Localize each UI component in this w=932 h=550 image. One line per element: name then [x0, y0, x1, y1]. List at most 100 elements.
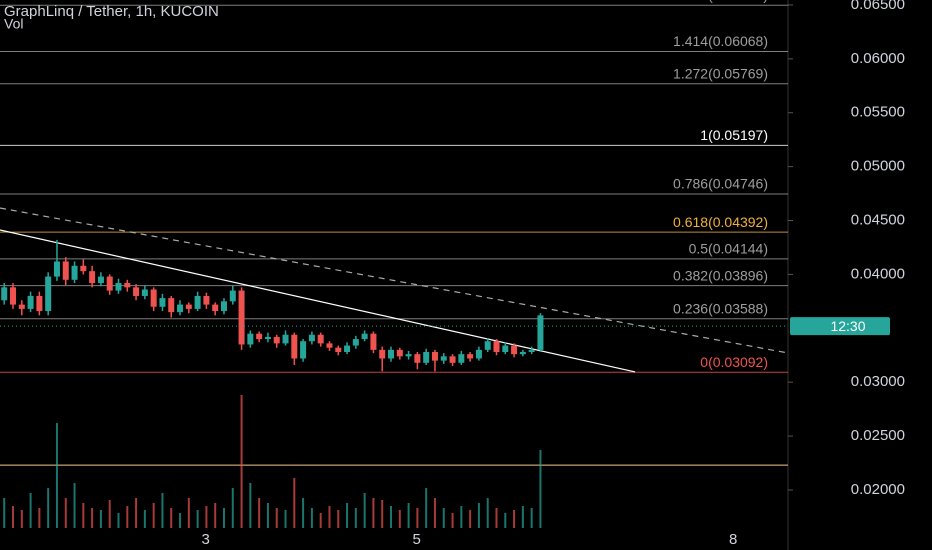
volume-bar: [3, 498, 6, 528]
y-tick-label: 0.02500: [851, 427, 905, 444]
candle-body: [449, 356, 456, 363]
candle-body: [326, 343, 333, 348]
candle-body: [18, 304, 25, 309]
candle-body: [89, 271, 96, 284]
volume-bar: [372, 498, 375, 528]
volume-bar: [82, 503, 85, 528]
volume-bar: [530, 508, 533, 528]
volume-bar: [425, 488, 428, 528]
volume-bar: [231, 488, 234, 528]
volume-bar: [20, 510, 23, 528]
y-tick-label: 0.06500: [851, 0, 905, 13]
candle-body: [502, 345, 509, 353]
candle-body: [212, 304, 219, 312]
candle-body: [511, 345, 518, 355]
x-tick-label: 5: [413, 531, 421, 548]
fib-label: 1.272(0.05769): [673, 65, 768, 81]
volume-bar: [407, 503, 410, 528]
candle-body: [300, 341, 307, 359]
volume-bar: [99, 510, 102, 528]
volume-bar: [117, 513, 120, 528]
candle-body: [282, 334, 289, 344]
x-tick-label: 8: [729, 531, 737, 548]
volume-bar: [390, 506, 393, 528]
volume-bar: [513, 510, 516, 528]
candle-body: [150, 289, 157, 307]
candle-body: [124, 283, 131, 288]
candle-body: [431, 352, 438, 361]
volume-bar: [258, 498, 261, 528]
volume-bar: [319, 513, 322, 528]
candle-body: [528, 349, 535, 353]
candle-body: [423, 352, 430, 363]
volume-bar: [302, 498, 305, 528]
candle-body: [36, 295, 43, 312]
volume-bar: [433, 498, 436, 528]
chart-title: GraphLinq / Tether, 1h, KUCOIN: [4, 3, 219, 20]
y-tick-label: 0.04500: [851, 211, 905, 228]
volume-bar: [495, 508, 498, 528]
candle-body: [256, 333, 263, 340]
volume-bar: [249, 483, 252, 528]
volume-bar: [108, 500, 111, 528]
fib-label: 1(0.05197): [700, 127, 768, 143]
volume-bar: [170, 508, 173, 528]
candle-body: [141, 289, 148, 296]
candle-body: [203, 295, 210, 305]
fib-label: 1.618(0.06497): [673, 0, 768, 3]
volume-bar: [91, 508, 94, 528]
volume-bar: [328, 506, 331, 528]
candle-body: [414, 354, 421, 363]
y-tick-label: 0.03000: [851, 373, 905, 390]
price-tag: [790, 317, 890, 336]
y-tick-label: 0.05500: [851, 104, 905, 121]
candle-body: [467, 354, 474, 359]
volume-bar: [363, 493, 366, 528]
volume-bar: [161, 493, 164, 528]
candle-body: [238, 290, 245, 345]
candle-body: [458, 354, 465, 363]
candle-body: [379, 349, 386, 359]
candle-body: [133, 287, 140, 296]
volume-bar: [477, 503, 480, 528]
y-tick-label: 0.02000: [851, 481, 905, 498]
volume-bar: [12, 506, 15, 528]
volume-bar: [135, 498, 138, 528]
candle-body: [519, 352, 526, 355]
volume-bar: [451, 513, 454, 528]
volume-bar: [310, 508, 313, 528]
candle-body: [1, 287, 8, 301]
candle-body: [440, 356, 447, 361]
candle-body: [177, 304, 184, 313]
volume-bar: [126, 506, 129, 528]
volume-bar: [179, 513, 182, 528]
trend-line: [0, 229, 636, 373]
fib-label: 0(0.03092): [700, 354, 768, 370]
candle-body: [308, 334, 315, 342]
candle-body: [352, 339, 359, 346]
candle-body: [159, 298, 166, 307]
candle-body: [106, 276, 113, 291]
candle-body: [71, 265, 78, 280]
candle-body: [361, 333, 368, 340]
x-tick-label: 3: [202, 531, 210, 548]
volume-bar: [205, 506, 208, 528]
fib-label: 1.414(0.06068): [673, 33, 768, 49]
volume-bar: [337, 510, 340, 528]
volume-bar: [539, 450, 542, 528]
candle-body: [493, 341, 500, 353]
candle-body: [185, 304, 192, 309]
candle-body: [194, 295, 201, 309]
candle-body: [344, 345, 351, 353]
volume-bar: [214, 503, 217, 528]
y-tick-label: 0.04000: [851, 265, 905, 282]
candle-body: [97, 276, 104, 284]
volume-bar: [187, 498, 190, 528]
candle-body: [45, 276, 52, 312]
volume-label: Vol: [4, 16, 23, 32]
candle-body: [537, 315, 544, 350]
candle-body: [484, 341, 491, 350]
candle-body: [247, 333, 254, 345]
candle-body: [115, 283, 122, 291]
